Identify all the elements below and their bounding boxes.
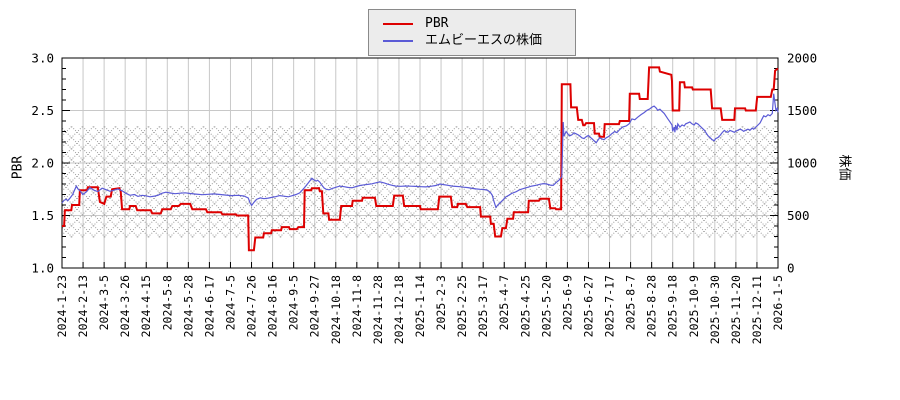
x-tick-label: 2025-11-20 bbox=[729, 275, 743, 344]
x-tick-label: 2024-11-28 bbox=[371, 275, 385, 344]
x-tick-label: 2025-12-11 bbox=[750, 275, 764, 344]
x-tick-label: 2024-5-8 bbox=[160, 275, 174, 330]
price-line-swatch bbox=[383, 39, 413, 42]
x-tick-label: 2025-4-25 bbox=[518, 275, 532, 337]
x-tick-label: 2024-3-5 bbox=[97, 275, 111, 330]
right-tick-label: 2000 bbox=[787, 50, 817, 65]
pbr-line-swatch bbox=[383, 22, 413, 25]
price-line bbox=[61, 93, 779, 209]
x-tick-label: 2024-10-18 bbox=[329, 275, 343, 344]
left-tick-label: 2.0 bbox=[31, 155, 54, 170]
x-tick-label: 2024-3-26 bbox=[118, 275, 132, 337]
x-tick-label: 2025-10-30 bbox=[708, 275, 722, 344]
legend: PBR エムビーエスの株価 bbox=[368, 9, 576, 56]
x-tick-label: 2025-2-25 bbox=[455, 275, 469, 337]
x-tick-label: 2024-6-17 bbox=[202, 275, 216, 337]
right-axis-title: 株価 bbox=[836, 154, 852, 181]
legend-label-price: エムビーエスの株価 bbox=[425, 33, 543, 48]
x-tick-label: 2025-4-7 bbox=[497, 275, 511, 330]
hatched-band bbox=[62, 126, 778, 238]
x-tick-label: 2024-2-13 bbox=[76, 275, 90, 337]
x-tick-label: 2025-7-17 bbox=[603, 275, 617, 337]
left-tick-label: 1.0 bbox=[31, 260, 54, 275]
left-tick-label: 2.5 bbox=[31, 103, 54, 118]
x-tick-label: 2024-7-26 bbox=[245, 275, 259, 337]
pbr-line bbox=[62, 66, 779, 252]
x-tick-label: 2025-10-9 bbox=[687, 275, 701, 337]
x-tick-label: 2025-9-18 bbox=[666, 275, 680, 337]
legend-item-pbr: PBR bbox=[383, 15, 565, 32]
x-tick-label: 2026-1-5 bbox=[771, 275, 785, 330]
x-tick-label: 2024-9-27 bbox=[308, 275, 322, 337]
left-tick-label: 3.0 bbox=[31, 50, 54, 65]
left-tick-label: 1.5 bbox=[31, 208, 54, 223]
x-tick-label: 2024-5-28 bbox=[181, 275, 195, 337]
legend-label-pbr: PBR bbox=[425, 16, 449, 31]
x-tick-label: 2025-2-3 bbox=[434, 275, 448, 330]
x-tick-label: 2025-1-14 bbox=[413, 275, 427, 337]
x-tick-label: 2024-4-15 bbox=[139, 275, 153, 337]
right-tick-label: 0 bbox=[787, 260, 795, 275]
x-tick-label: 2024-7-5 bbox=[223, 275, 237, 330]
right-tick-label: 1000 bbox=[787, 155, 817, 170]
x-tick-label: 2024-11-8 bbox=[350, 275, 364, 337]
x-tick-label: 2025-6-27 bbox=[581, 275, 595, 337]
x-tick-label: 2024-9-5 bbox=[287, 275, 301, 330]
legend-item-price: エムビーエスの株価 bbox=[383, 32, 565, 49]
x-tick-label: 2025-5-20 bbox=[539, 275, 553, 337]
x-tick-label: 2024-8-16 bbox=[266, 275, 280, 337]
right-tick-label: 500 bbox=[787, 208, 810, 223]
left-axis-title: PBR bbox=[10, 155, 26, 180]
x-tick-label: 2025-3-17 bbox=[476, 275, 490, 337]
x-tick-label: 2024-12-18 bbox=[392, 275, 406, 344]
right-tick-label: 1500 bbox=[787, 103, 817, 118]
x-tick-label: 2025-8-7 bbox=[624, 275, 638, 330]
x-tick-label: 2024-1-23 bbox=[55, 275, 69, 337]
x-tick-label: 2025-6-9 bbox=[560, 275, 574, 330]
x-tick-label: 2025-8-28 bbox=[645, 275, 659, 337]
